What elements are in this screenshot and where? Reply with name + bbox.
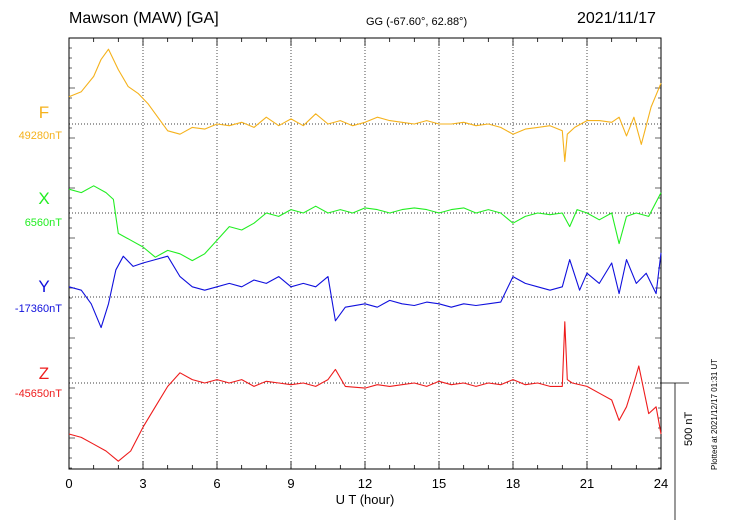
chart-date: 2021/11/17 (577, 10, 656, 27)
x-axis-label: U T (hour) (336, 492, 395, 507)
x-tick-label: 6 (213, 476, 220, 491)
component-label-f: F (39, 103, 49, 122)
x-tick-label: 0 (65, 476, 72, 491)
baseline-value-z: -45650nT (15, 388, 62, 400)
x-tick-label: 18 (506, 476, 520, 491)
x-tick-label: 21 (580, 476, 594, 491)
x-tick-label: 12 (358, 476, 372, 491)
series-line-y (68, 252, 662, 329)
station-title: Mawson (MAW) [GA] (69, 10, 219, 27)
x-tick-label: 9 (287, 476, 294, 491)
x-tick-label: 3 (139, 476, 146, 491)
geographic-coordinates: GG (-67.60°, 62.88°) (366, 16, 468, 28)
plotted-timestamp: Plotted at 2021/12/17 01:31 UT (710, 358, 719, 470)
baseline-value-f: 49280nT (19, 130, 63, 142)
x-tick-label: 15 (432, 476, 446, 491)
component-label-z: Z (39, 364, 49, 383)
scale-bar-label: 500 nT (683, 411, 695, 446)
x-tick-label: 24 (654, 476, 668, 491)
series-line-f (68, 48, 662, 162)
baseline-value-x: 6560nT (25, 217, 63, 229)
component-label-y: Y (38, 277, 49, 296)
component-label-x: X (38, 189, 49, 208)
baseline-value-y: -17360nT (15, 303, 62, 315)
series-line-x (68, 185, 662, 262)
series-line-z (68, 321, 662, 462)
